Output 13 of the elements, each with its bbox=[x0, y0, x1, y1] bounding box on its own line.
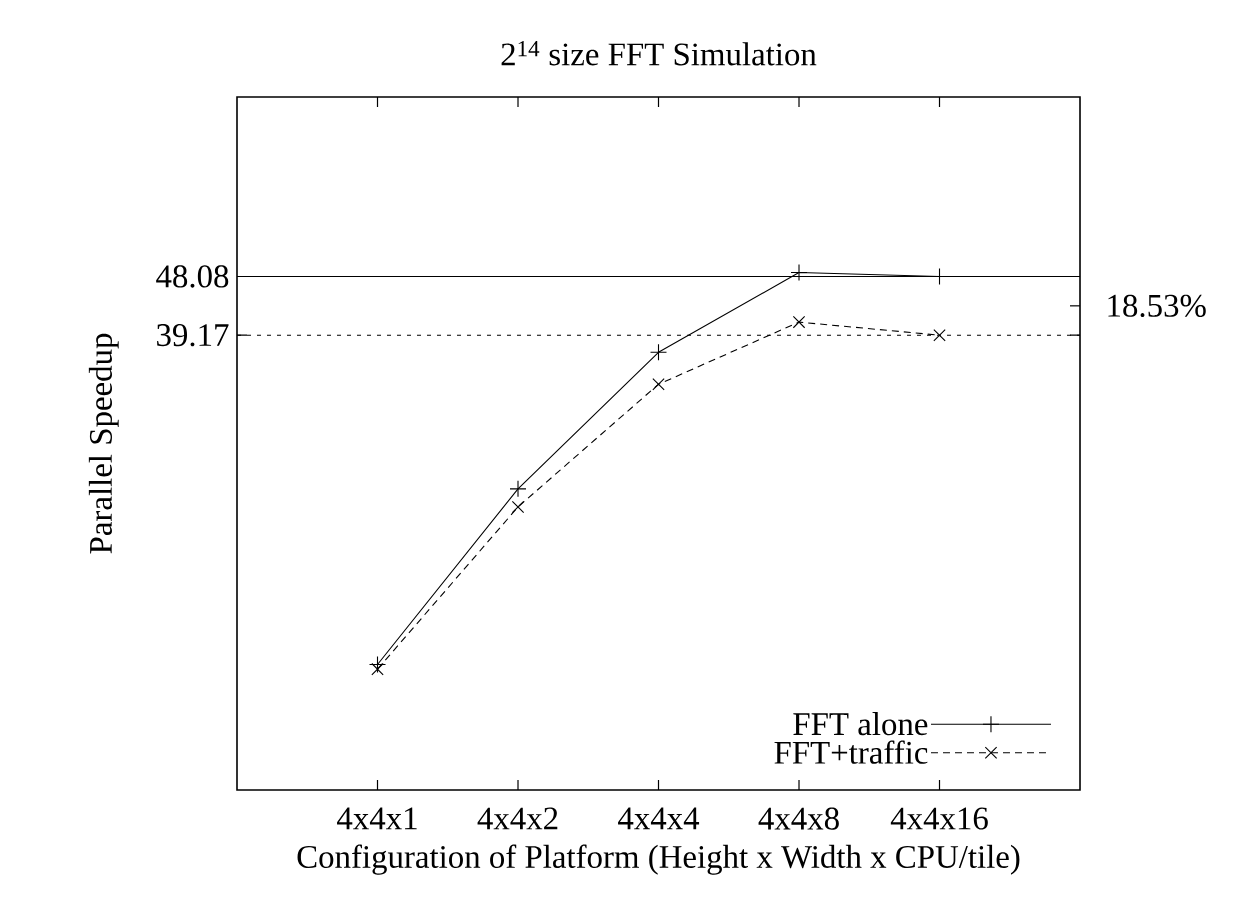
y-tick-label: 39.17 bbox=[157, 324, 229, 347]
x-axis-title: Configuration of Platform (Height x Width x CPU/tile) bbox=[297, 844, 1020, 875]
y-tick-label: 48.08 bbox=[156, 265, 229, 288]
x-tick-label: 4x4x16 bbox=[890, 807, 988, 830]
y-axis-title: Parallel Speedup bbox=[88, 333, 119, 554]
legend-label: FFT alone bbox=[793, 712, 928, 736]
x-tick-label: 4x4x8 bbox=[758, 807, 839, 830]
x-tick-label: 4x4x4 bbox=[618, 807, 700, 830]
x-tick-label: 4x4x2 bbox=[477, 807, 558, 830]
text: 18.53% bbox=[1108, 294, 1206, 318]
chart-title: 2$^{14}$ size FFT Simulation bbox=[501, 40, 817, 66]
legend-label: FFT+traffic bbox=[774, 740, 928, 764]
x-tick-label: 4x4x1 bbox=[337, 807, 417, 830]
